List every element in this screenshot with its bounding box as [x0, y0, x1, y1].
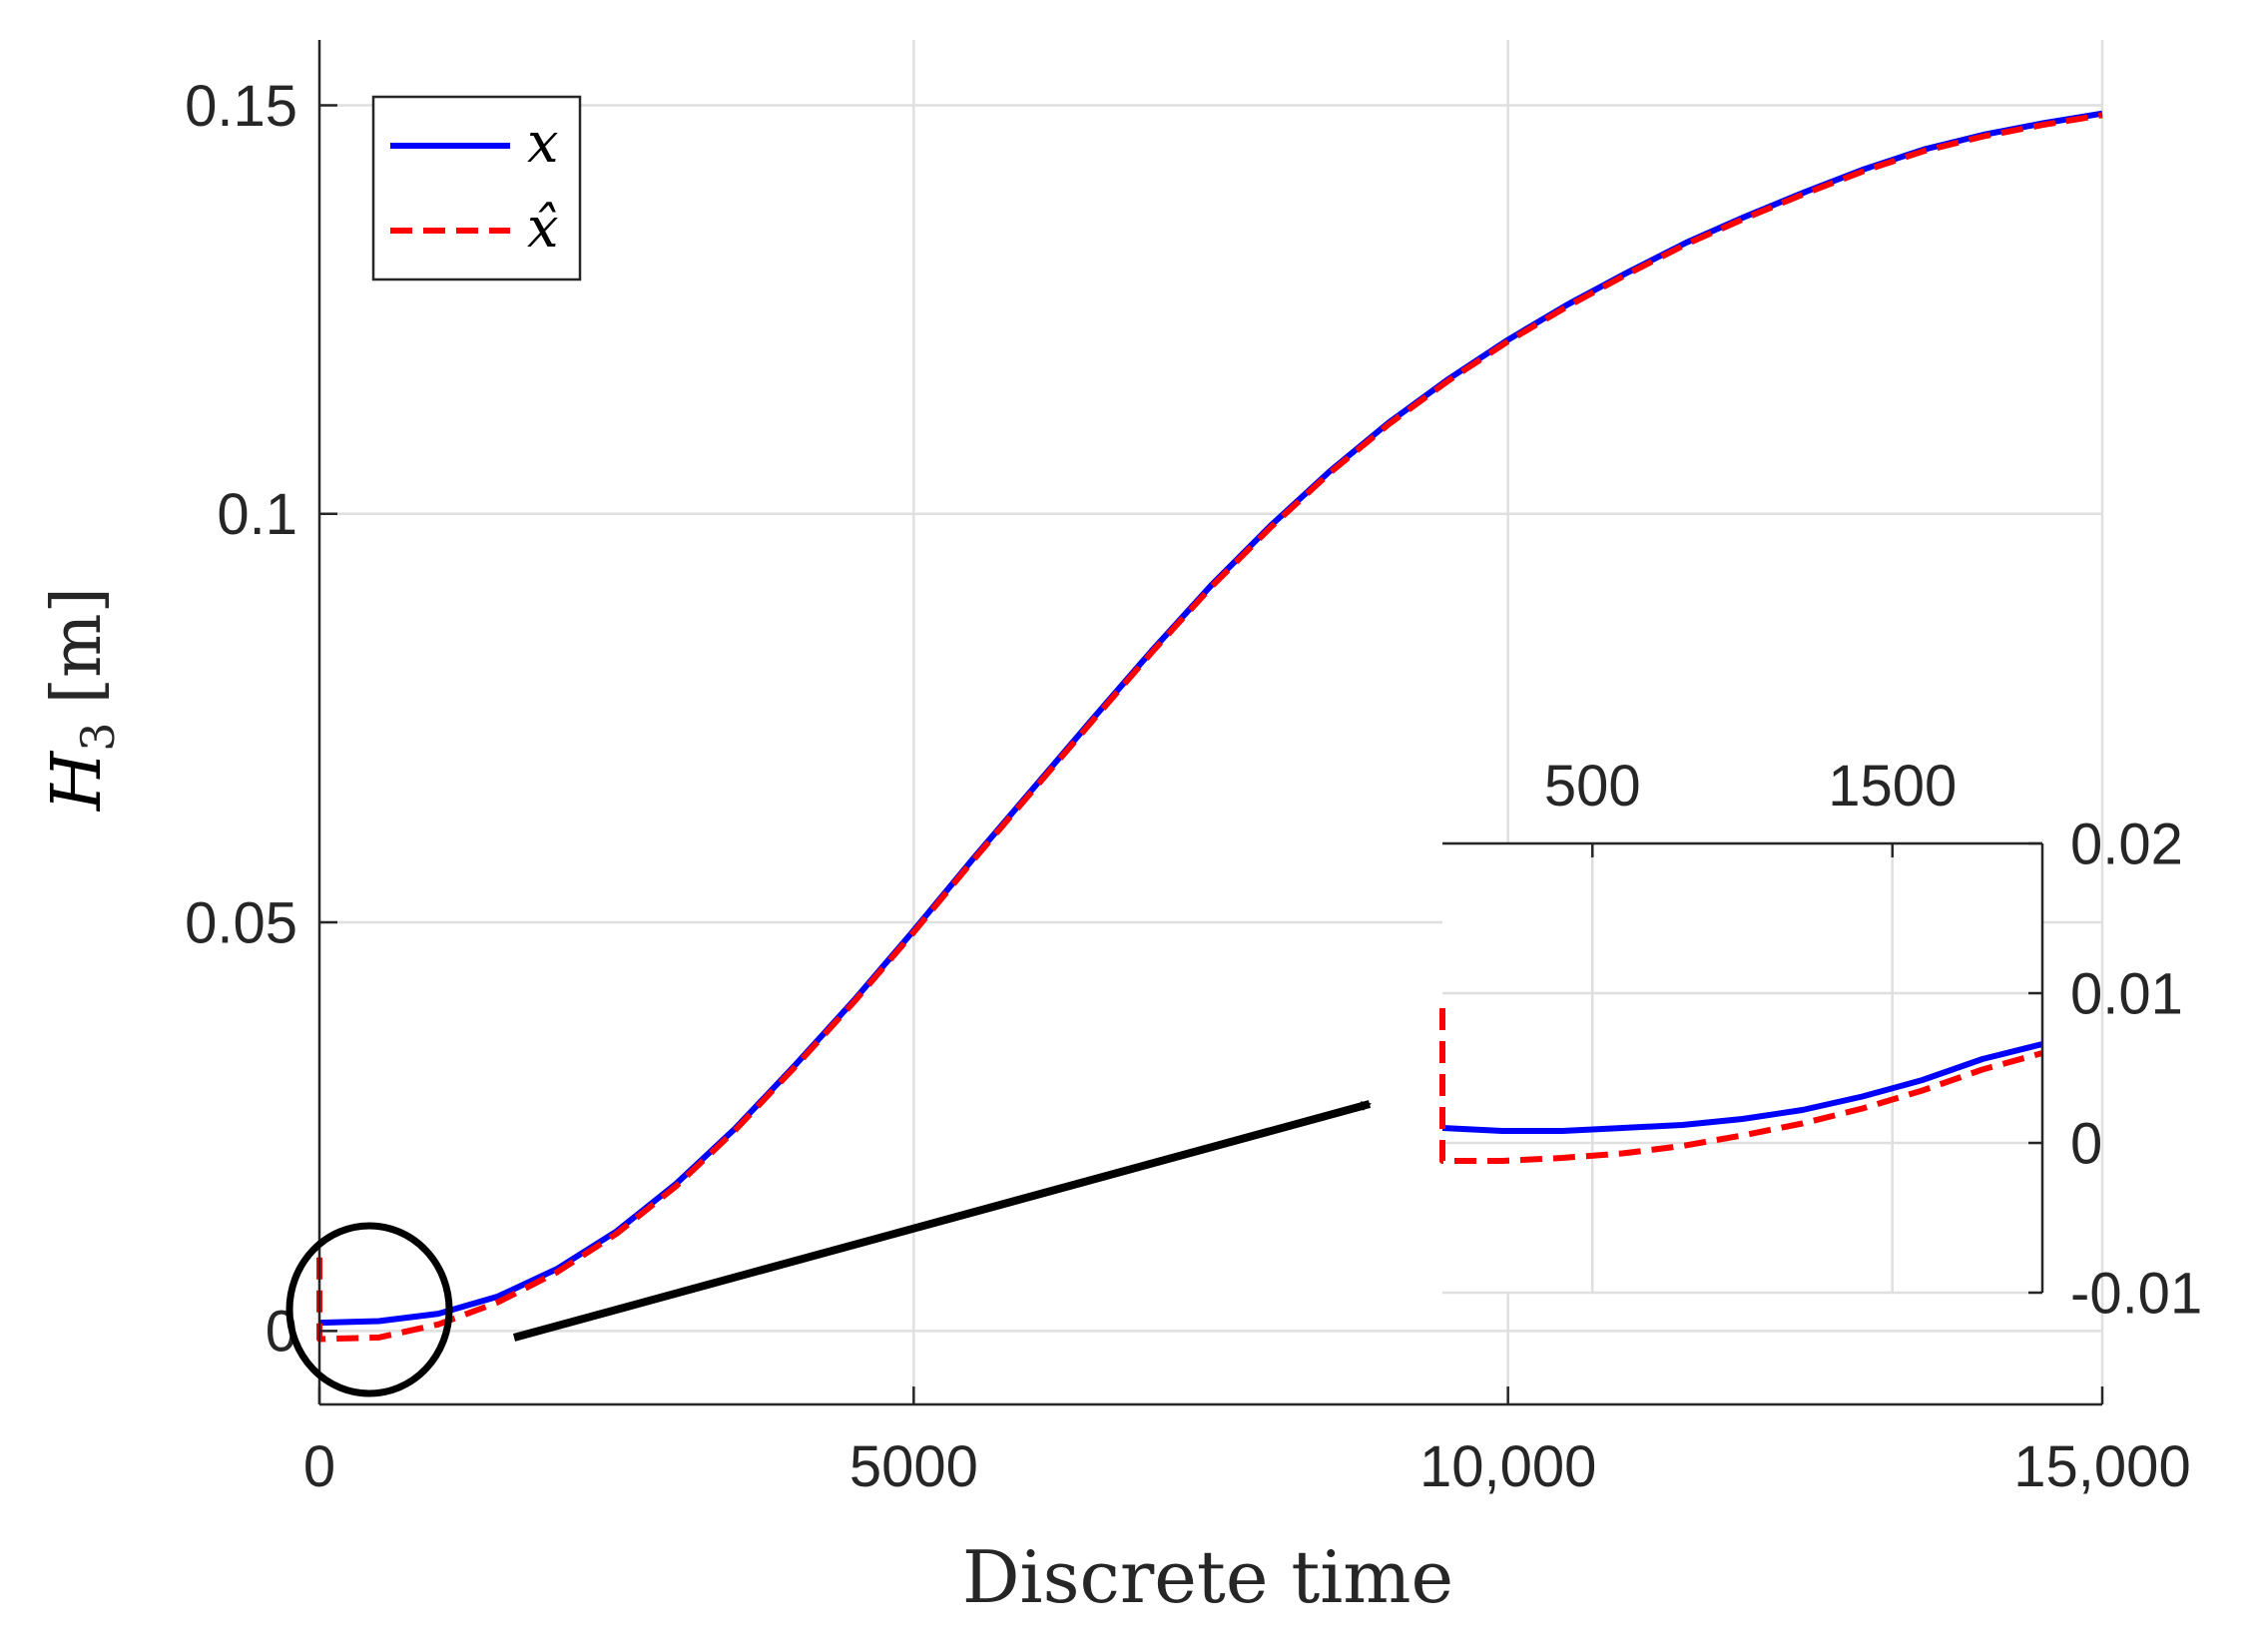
zoom-arrow	[512, 1100, 1372, 1342]
zoom-ellipse	[285, 1222, 453, 1397]
main-y-tick-label-1: 0.05	[185, 890, 297, 955]
inset-y-tick-label-2: 0.01	[2070, 961, 2183, 1026]
main-y-tick-label-2: 0.1	[217, 482, 297, 547]
inset-x-tick-label-1: 1500	[1828, 754, 1957, 819]
main-x-tick-label-3: 15,000	[2013, 1434, 2190, 1499]
inset-tick-labels: 500 1500 -0.01 0 0.01 0.02	[1544, 754, 2202, 1326]
inset: 500 1500 -0.01 0 0.01 0.02	[1439, 754, 2202, 1326]
legend-label-x: x	[527, 111, 559, 176]
y-axis-label-unit: [m]	[38, 587, 117, 705]
main-axes	[317, 40, 2104, 1406]
inset-series-x	[1441, 1041, 2043, 1134]
y-axis-label: H3 [m]	[38, 587, 125, 813]
main-x-tick-label-2: 10,000	[1419, 1434, 1596, 1499]
main-grid	[317, 40, 2104, 1404]
legend: x x̂	[371, 95, 582, 281]
inset-y-tick-label-3: 0.02	[2070, 812, 2183, 876]
inset-y-tick-label-1: 0	[2070, 1111, 2102, 1176]
x-axis-label: Discrete time	[962, 1535, 1453, 1619]
inset-y-tick-label-0: -0.01	[2070, 1261, 2202, 1326]
inset-series-xhat	[1439, 1008, 2043, 1164]
inset-series	[1439, 1008, 2043, 1164]
main-tick-labels: 0 5000 10,000 15,000 0 0.05 0.1 0.15	[185, 74, 2191, 1499]
svg-text:H3[m]: H3 [m]	[38, 587, 125, 813]
main-x-tick-label-0: 0	[303, 1434, 335, 1499]
main-series	[316, 110, 2103, 1343]
y-axis-label-subscript: 3	[71, 722, 125, 751]
main-y-tick-label-3: 0.15	[185, 74, 297, 139]
main-series-xhat	[316, 112, 2103, 1343]
inset-axes	[1442, 841, 2044, 1295]
legend-box	[371, 95, 582, 281]
legend-label-xhat: x̂	[527, 196, 559, 261]
inset-x-tick-label-0: 500	[1544, 754, 1641, 819]
y-axis-label-symbol: H	[38, 750, 117, 813]
main-x-tick-label-1: 5000	[849, 1434, 978, 1499]
inset-background	[1442, 843, 2042, 1293]
